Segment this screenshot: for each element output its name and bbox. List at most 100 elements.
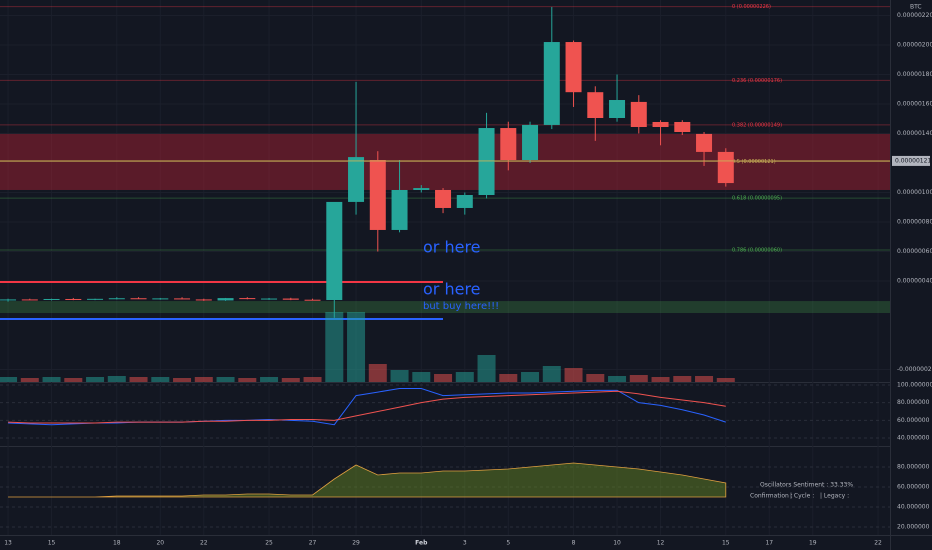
x-tick-label: 29 [352,540,360,547]
y-tick-label: 60.000000 [897,417,930,424]
candle-body [87,298,104,300]
y-tick-label: 40.000000 [897,434,930,441]
x-tick-label: 3 [463,540,467,547]
volume-bar [368,364,387,382]
y-tick-label: 0.00000040 [897,277,932,284]
volume-bar [173,378,192,382]
y-tick-label: 0.00000220 [897,12,932,19]
y-tick-label: 20.000000 [897,524,930,531]
axis-unit: BTC [910,4,922,11]
candle-body [108,298,125,300]
volume-bar [303,377,322,382]
volume-bar [347,312,366,382]
volume-bar [651,377,670,382]
volume-bar [0,377,18,382]
candle-body [304,299,321,301]
zone [0,133,890,190]
x-tick-label: 18 [113,540,121,547]
x-tick-label: 10 [613,540,621,547]
x-tick-label: 20 [156,540,164,547]
y-tick-label: 0.00000160 [897,100,932,107]
candle-body [456,194,473,208]
volume-bar [281,378,300,382]
candle-body [195,299,212,301]
candle-body [652,121,669,127]
x-tick-label: Feb [415,540,428,547]
candle-body [413,188,430,190]
volume-bar [216,377,235,382]
volume-bar [238,378,257,382]
annotation: or here [423,280,481,299]
volume-bar [695,376,714,382]
candle-body [21,299,38,301]
legend-text: | Cycle : [790,493,814,500]
candle-body [435,189,452,208]
candle-body [717,151,734,184]
candle-body [674,121,691,133]
x-tick-label: 22 [874,540,882,547]
x-tick-label: 13 [4,540,12,547]
candle-body [500,128,517,161]
last-price-box [892,155,930,166]
candle-body [587,92,604,119]
candle-body [565,42,582,93]
volume-bar [499,374,518,382]
fib-label: 0.236 (0.00000176) [732,78,782,84]
candle-body [522,124,539,161]
y-tick-label: 80.000000 [897,464,930,471]
indicator-area [8,462,727,498]
y-tick-label: 0.00000200 [897,41,932,48]
volume-bar [564,368,583,382]
candle-body [217,298,234,301]
legend-text: | Legacy : [820,493,849,500]
fib-label: 0 (0.00000226) [732,4,771,10]
legend-text: Oscillators Sentiment : 33.33% [760,482,853,489]
candle-body [478,128,495,195]
volume-bar [151,377,170,382]
candle-body [0,299,17,301]
volume-bar [521,372,540,382]
volume-bar [455,372,474,382]
y-tick-label: 0.00000140 [897,130,932,137]
y-tick-label: 0.00000080 [897,218,932,225]
fib-label: 0.5 (0.00000121) [732,159,776,165]
candle-body [630,101,647,127]
x-tick-label: 5 [506,540,510,547]
volume-bar [64,378,83,382]
volume-bar [390,370,409,382]
y-tick-label: 0.00000100 [897,189,932,196]
x-tick-label: 27 [309,540,317,547]
volume-bar [107,376,126,382]
y-tick-label: 100.000000 [897,382,932,389]
candle-body [174,298,191,300]
x-tick-label: 12 [657,540,665,547]
candle-body [391,189,408,230]
x-tick-label: 19 [809,540,817,547]
volume-bar [86,377,105,382]
volume-bar [673,376,692,382]
volume-bar [412,372,431,382]
volume-bar [542,366,561,382]
y-tick-label: 40.000000 [897,504,930,511]
candle-body [65,298,82,300]
x-tick-label: 15 [722,540,730,547]
candle-body [369,160,386,230]
volume-bar [325,312,344,382]
candle-body [130,298,147,300]
y-tick-label: 0.00000180 [897,71,932,78]
zone [0,301,890,313]
fib-label: 0.618 (0.00000095) [732,196,782,202]
y-tick-label: 60.000000 [897,484,930,491]
volume-bar [129,377,148,382]
indicator-line [8,390,726,424]
volume-bar [434,374,453,382]
y-tick-label: 0.00000060 [897,248,932,255]
volume-bar [716,378,735,382]
candle-body [282,298,299,300]
x-tick-label: 25 [265,540,273,547]
candle-body [609,100,626,119]
candle-body [696,133,713,152]
volume-bar [260,377,279,382]
